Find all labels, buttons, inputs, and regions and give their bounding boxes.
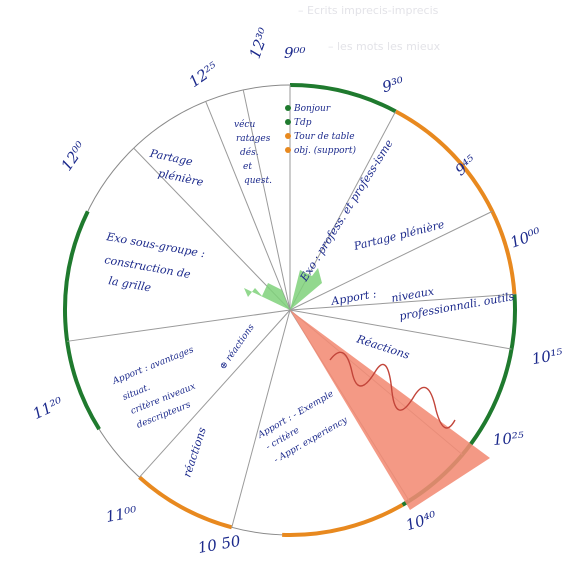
segment-label: ⊕ réactions	[217, 322, 256, 372]
time-0900: 9⁰⁰	[284, 44, 306, 62]
segment-partage-pleniere-left: Partage plénière	[148, 147, 205, 189]
rim-arc	[394, 109, 517, 295]
time-1025: 10²⁵	[492, 428, 525, 449]
green-wedge-left	[244, 283, 290, 310]
segment-label: Partage	[148, 147, 194, 169]
segment-label: et	[243, 162, 252, 172]
rim-arc	[63, 210, 101, 431]
reactions-wedge	[290, 310, 490, 510]
time-1200: 12⁰⁰	[57, 138, 90, 174]
segment-label: plénière	[157, 167, 205, 189]
ghost-line-2: – les mots les mieux	[328, 40, 441, 53]
agenda-item-tdp: Tdp	[294, 118, 312, 128]
segment-partage-pleniere-right: Partage plénière	[352, 218, 447, 253]
agenda-item-tour-de-table: Tour de table	[294, 132, 355, 142]
divider-line	[289, 293, 515, 311]
divider-line	[231, 309, 291, 528]
bullet-dot	[285, 133, 291, 139]
segment-reactions-bottom: réactions	[180, 425, 208, 479]
bullet-dot	[285, 147, 291, 153]
segment-agenda: Bonjour Tdp Tour de table obj. (support)	[285, 104, 356, 156]
segment-vecu: vécu ratages dés. et quest.	[234, 119, 272, 186]
time-0930: 9³⁰	[380, 73, 406, 96]
time-1100: 11⁰⁰	[104, 503, 138, 526]
agenda-item-bonjour: Bonjour	[293, 104, 331, 114]
segment-apport-avantages: Apport : avantages situat. critère nivea…	[110, 322, 256, 431]
segment-apport-niveaux: Apport : niveaux professionnali. outils	[329, 285, 515, 323]
rim-arc	[282, 503, 404, 537]
segment-label: ratages	[236, 134, 271, 144]
segment-apport-exemple: Apport : - Exemple - critère - Appr. exp…	[256, 389, 350, 465]
rim-arc	[138, 475, 233, 530]
segment-label: dés.	[240, 147, 259, 158]
segment-label: Apport :	[329, 287, 377, 308]
segment-exo-profess: Exo : profess. et profess-isme	[297, 137, 396, 285]
rim-arc	[289, 83, 397, 114]
agenda-item-obj: obj. (support)	[294, 145, 356, 156]
divider-line	[289, 309, 512, 350]
green-wedge-right	[290, 268, 322, 310]
divider-line	[133, 147, 291, 311]
divider-line	[289, 210, 493, 311]
time-1050: 10 50	[196, 532, 242, 557]
time-1000: 10⁰⁰	[508, 224, 543, 252]
time-1120: 11²⁰	[30, 394, 66, 423]
divider-line	[67, 309, 291, 342]
segment-reactions-right: Réactions	[354, 332, 411, 362]
segment-label: Apport : avantages	[110, 345, 195, 387]
time-1015: 10¹⁵	[530, 345, 564, 368]
time-1230: 12³⁰	[246, 26, 274, 61]
bullet-dot	[285, 105, 291, 111]
divider-line	[242, 89, 291, 311]
divider-line	[139, 309, 291, 478]
segment-exo-sous-groupe: Exo sous-groupe : construction de la gri…	[103, 230, 206, 295]
bullet-dot	[285, 119, 291, 125]
time-1225: 12²⁵	[186, 58, 222, 91]
wedge-scribble	[329, 351, 456, 429]
time-1040: 10⁴⁰	[403, 508, 438, 535]
segment-label: quest.	[244, 176, 272, 186]
ghost-line-1: – Ecrits imprecis-imprecis	[298, 4, 439, 17]
divider-line	[205, 101, 291, 311]
segment-label: la grille	[107, 274, 152, 294]
segment-label: vécu	[234, 119, 255, 130]
